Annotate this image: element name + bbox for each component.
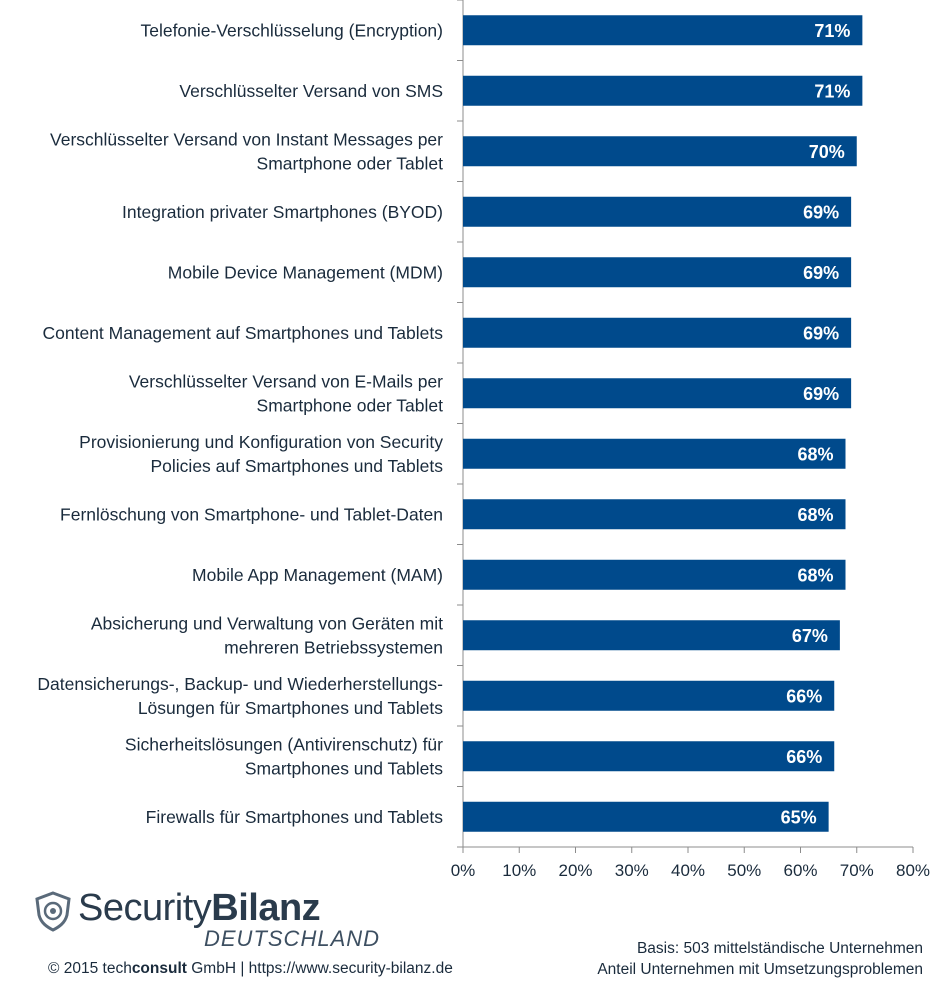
data-label: 69% bbox=[803, 202, 839, 222]
bar bbox=[463, 378, 852, 409]
data-label: 67% bbox=[792, 626, 828, 646]
x-tick-label: 50% bbox=[727, 861, 761, 880]
bar bbox=[463, 15, 863, 46]
category-label: Provisionierung und Konfiguration von Se… bbox=[79, 432, 443, 452]
shield-lock-icon bbox=[35, 891, 71, 932]
category-label: Policies auf Smartphones und Tablets bbox=[151, 456, 444, 476]
logo-subtitle: DEUTSCHLAND bbox=[204, 926, 381, 951]
data-label: 68% bbox=[797, 505, 833, 525]
bar bbox=[463, 620, 840, 651]
data-label: 71% bbox=[814, 21, 850, 41]
x-tick-label: 60% bbox=[783, 861, 817, 880]
category-label: Sicherheitslösungen (Antivirenschutz) fü… bbox=[125, 734, 443, 754]
bar bbox=[463, 136, 857, 167]
category-label: Mobile Device Management (MDM) bbox=[168, 262, 443, 282]
x-tick-label: 70% bbox=[840, 861, 874, 880]
bar bbox=[463, 196, 852, 227]
data-label: 69% bbox=[803, 263, 839, 283]
category-label: Verschlüsselter Versand von Instant Mess… bbox=[50, 129, 443, 149]
data-label: 66% bbox=[786, 747, 822, 767]
security-bilanz-logo: SecurityBilanz DEUTSCHLAND bbox=[32, 886, 392, 952]
x-tick-label: 30% bbox=[615, 861, 649, 880]
category-label: Verschlüsselter Versand von SMS bbox=[179, 81, 443, 101]
bar bbox=[463, 75, 863, 106]
data-label: 71% bbox=[814, 81, 850, 101]
data-label: 69% bbox=[803, 384, 839, 404]
bar bbox=[463, 317, 852, 348]
bar bbox=[463, 257, 852, 288]
bar bbox=[463, 499, 846, 530]
category-label: Integration privater Smartphones (BYOD) bbox=[122, 202, 443, 222]
bar bbox=[463, 559, 846, 590]
logo-wordmark: SecurityBilanz bbox=[78, 887, 321, 929]
category-label: Lösungen für Smartphones und Tablets bbox=[138, 698, 443, 718]
category-label: Telefonie-Verschlüsselung (Encryption) bbox=[140, 20, 443, 40]
bar bbox=[463, 801, 829, 832]
category-label: Smartphone oder Tablet bbox=[257, 153, 444, 173]
data-label: 66% bbox=[786, 686, 822, 706]
footnotes: Basis: 503 mittelständische Unternehmen … bbox=[597, 938, 923, 980]
category-label: Absicherung und Verwaltung von Geräten m… bbox=[91, 613, 443, 633]
category-label: Datensicherungs-, Backup- und Wiederhers… bbox=[37, 674, 443, 694]
data-label: 68% bbox=[797, 444, 833, 464]
bar bbox=[463, 741, 835, 772]
bar bbox=[463, 438, 846, 469]
category-label: mehreren Betriebssystemen bbox=[224, 637, 443, 657]
data-label: 65% bbox=[781, 807, 817, 827]
basis-note: Basis: 503 mittelständische Unternehmen bbox=[636, 940, 923, 957]
bar-chart: 71% Telefonie-Verschlüsselung (Encryption… bbox=[37, 0, 930, 880]
category-label: Smartphones und Tablets bbox=[245, 758, 443, 778]
category-label: Verschlüsselter Versand von E-Mails per bbox=[129, 371, 443, 391]
x-tick-label: 10% bbox=[502, 861, 536, 880]
share-note: Anteil Unternehmen mit Umsetzungsproblem… bbox=[597, 961, 923, 978]
category-label: Content Management auf Smartphones und T… bbox=[43, 323, 444, 343]
bar bbox=[463, 680, 835, 711]
x-tick-label: 20% bbox=[558, 861, 592, 880]
x-tick-label: 0% bbox=[451, 861, 476, 880]
category-label: Mobile App Management (MAM) bbox=[192, 565, 443, 585]
data-label: 69% bbox=[803, 323, 839, 343]
category-label: Fernlöschung von Smartphone- und Tablet-… bbox=[60, 504, 443, 524]
data-label: 68% bbox=[797, 565, 833, 585]
x-tick-label: 80% bbox=[896, 861, 930, 880]
copyright-line: © 2015 techconsult GmbH | https://www.se… bbox=[48, 960, 453, 977]
category-label: Firewalls für Smartphones und Tablets bbox=[146, 807, 444, 827]
category-label: Smartphone oder Tablet bbox=[257, 395, 444, 415]
data-label: 70% bbox=[809, 142, 845, 162]
x-tick-label: 40% bbox=[671, 861, 705, 880]
